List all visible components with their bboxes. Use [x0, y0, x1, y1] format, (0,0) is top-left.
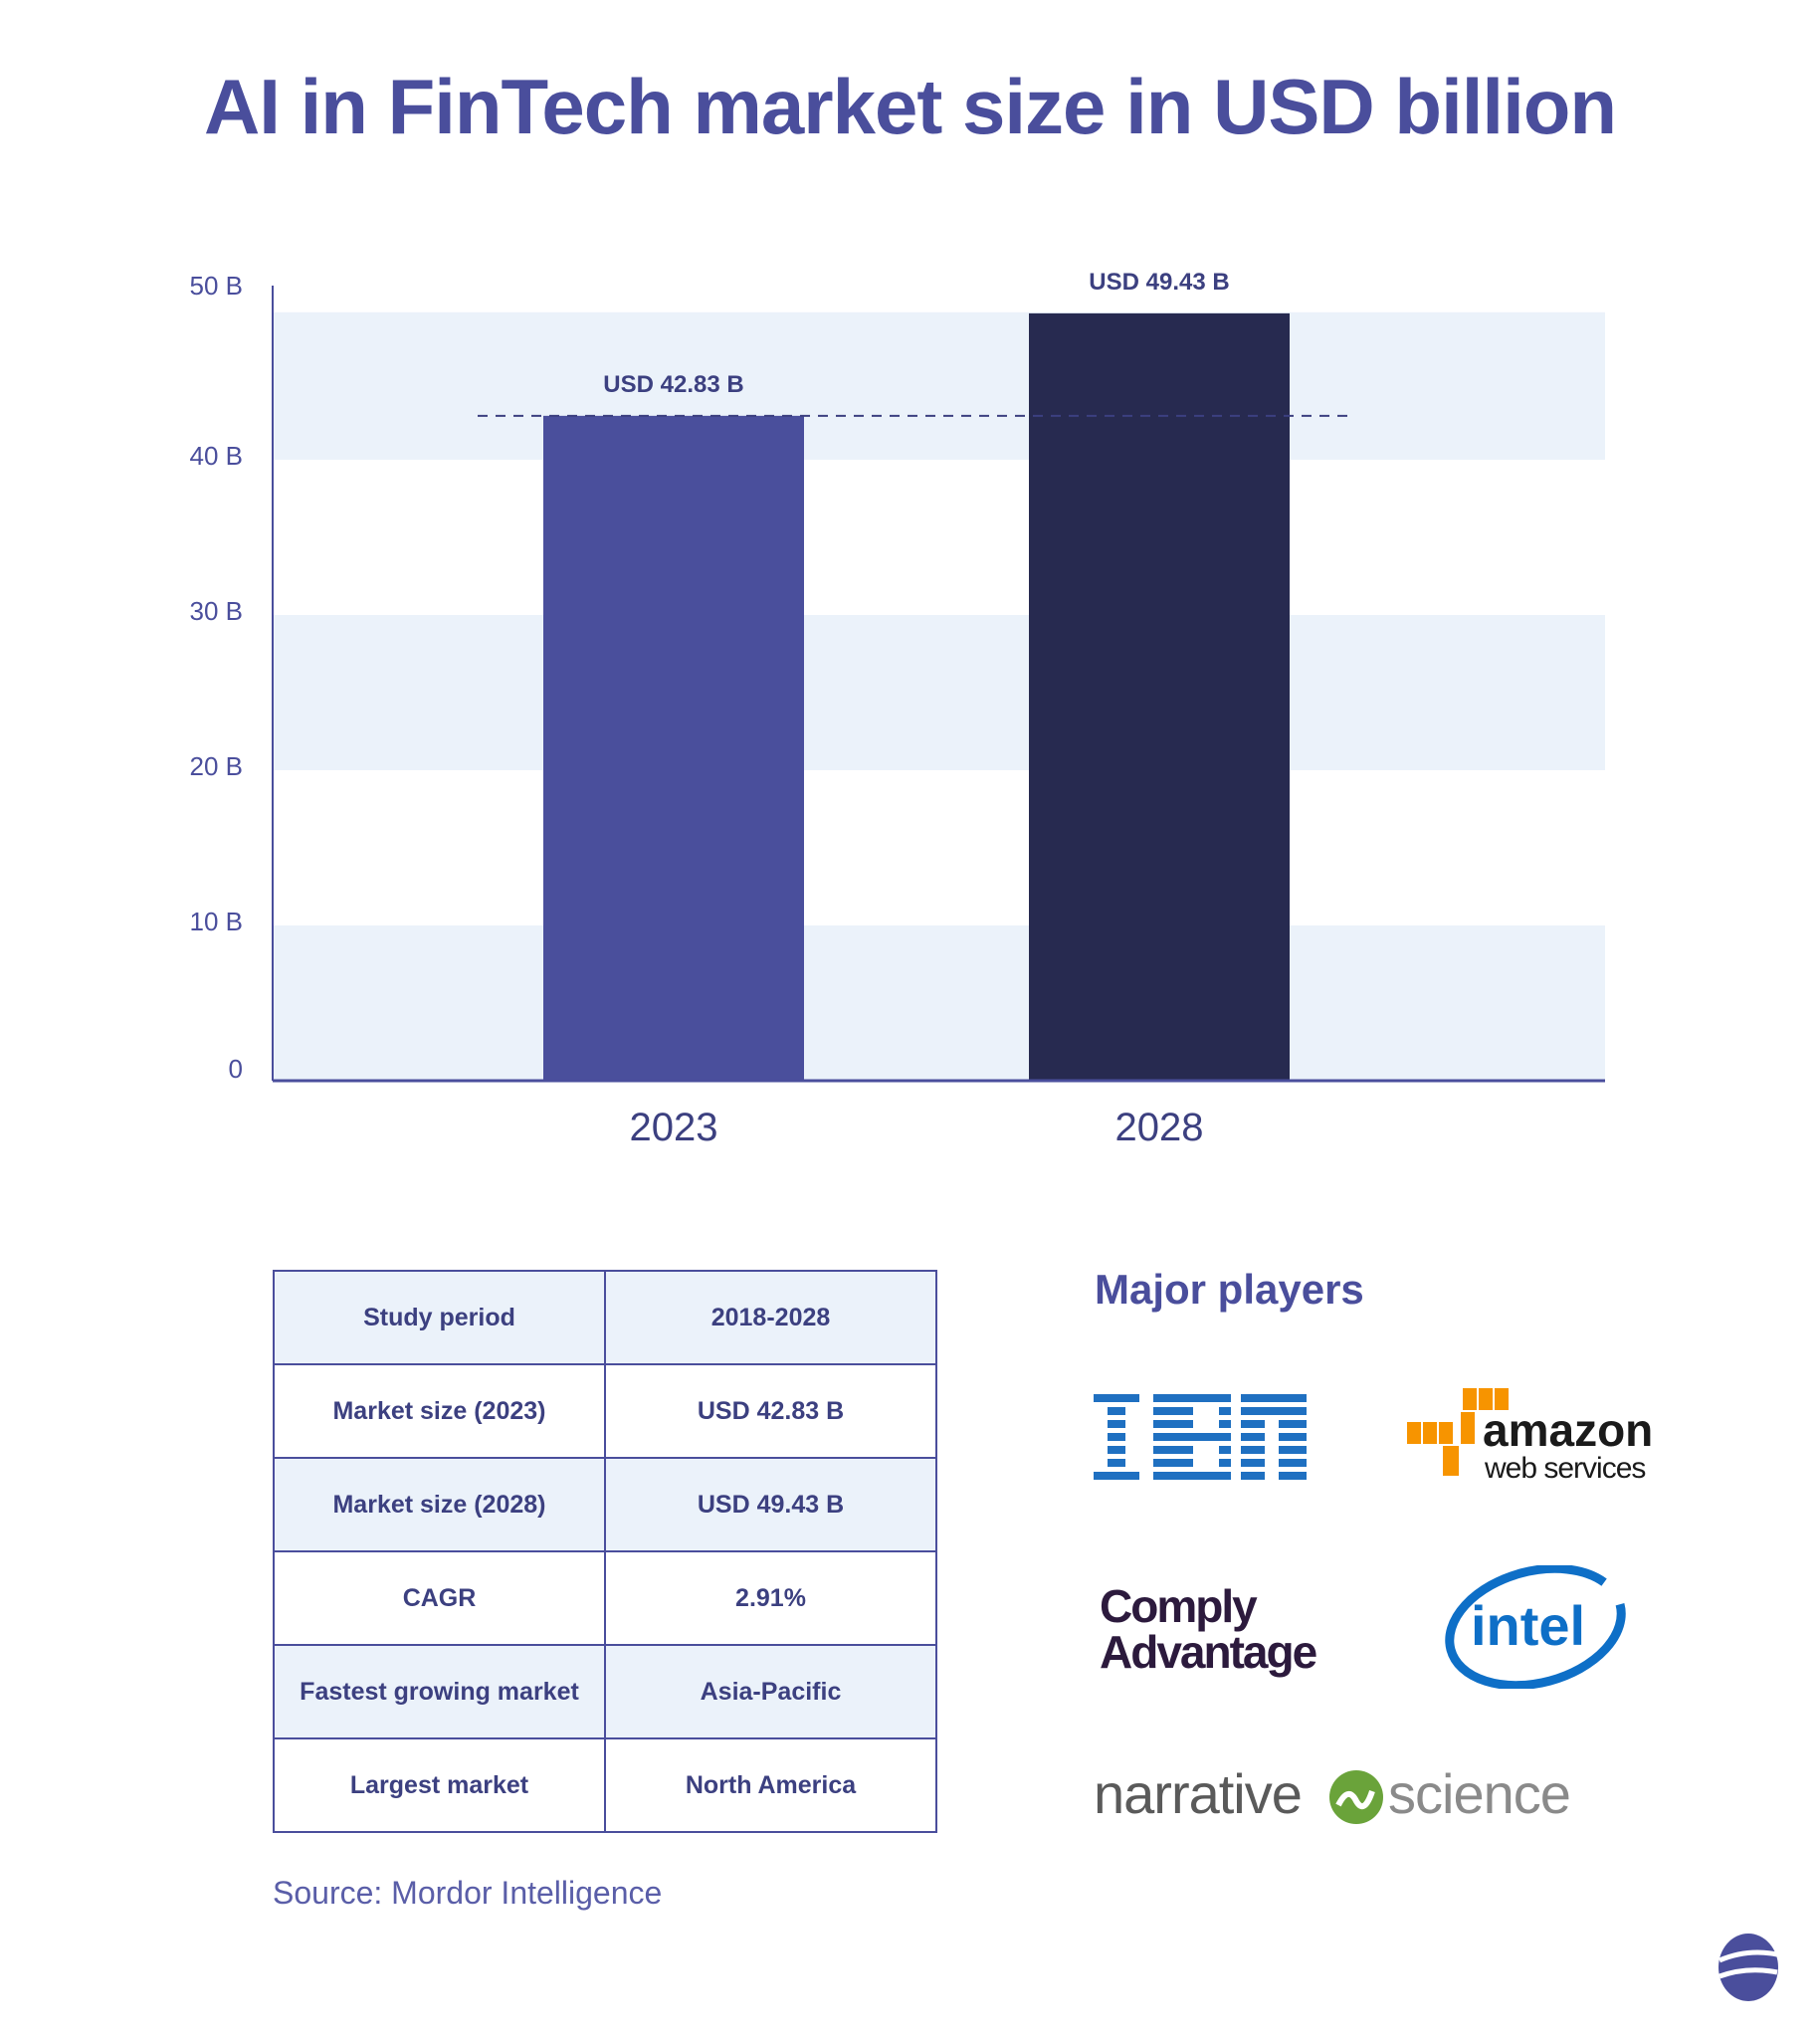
aws-logo-text: amazon [1483, 1404, 1653, 1456]
table-label: CAGR [273, 1550, 606, 1646]
major-players-heading: Major players [1095, 1266, 1364, 1313]
table-row: CAGR 2.91% [273, 1550, 937, 1646]
table-row: Study period 2018-2028 [273, 1270, 937, 1365]
table-label: Market size (2028) [273, 1457, 606, 1552]
table-value: USD 42.83 B [604, 1363, 937, 1459]
x-tick-label: 2023 [630, 1106, 718, 1149]
comply-advantage-logo: Comply Advantage [1100, 1580, 1319, 1678]
ibm-logo [1094, 1394, 1307, 1480]
table-value: Asia-Pacific [604, 1644, 937, 1739]
table-label: Fastest growing market [273, 1644, 606, 1739]
y-tick-label: 50 B [190, 271, 244, 301]
table-value: 2018-2028 [604, 1270, 937, 1365]
svg-text:Advantage: Advantage [1100, 1626, 1317, 1678]
svg-text:web services: web services [1484, 1452, 1645, 1484]
table-row: Market size (2023) USD 42.83 B [273, 1363, 937, 1459]
table-row: Market size (2028) USD 49.43 B [273, 1457, 937, 1552]
table-value: North America [604, 1737, 937, 1833]
y-tick-label: 10 B [190, 907, 244, 936]
table-label: Largest market [273, 1737, 606, 1833]
narrative-science-logo: narrative science [1094, 1762, 1571, 1825]
table-row: Fastest growing market Asia-Pacific [273, 1644, 937, 1739]
y-tick-label: 0 [229, 1054, 243, 1084]
bar-2023 [543, 415, 804, 1081]
aws-logo: amazon web services [1407, 1388, 1653, 1484]
page-title: AI in FinTech market size in USD billion [203, 63, 1617, 150]
table-value: 2.91% [604, 1550, 937, 1646]
brand-logo-icon [1719, 1934, 1778, 2001]
x-tick-label: 2028 [1115, 1106, 1204, 1149]
source-note: Source: Mordor Intelligence [273, 1875, 663, 1911]
svg-text:Comply: Comply [1100, 1580, 1258, 1632]
table-value: USD 49.43 B [604, 1457, 937, 1552]
data-label: USD 42.83 B [603, 371, 743, 398]
y-tick-label: 40 B [190, 441, 244, 471]
y-tick-label: 30 B [190, 596, 244, 626]
table-row: Largest market North America [273, 1737, 937, 1833]
grid-band [273, 925, 1605, 1081]
svg-text:science: science [1388, 1762, 1570, 1825]
bar-chart: 0 10 B 20 B 30 B 40 B 50 B USD 42.83 B 2023 USD … [190, 269, 1605, 1149]
bar-2028 [1029, 312, 1290, 1082]
data-label: USD 49.43 B [1089, 269, 1229, 296]
svg-text:narrative: narrative [1094, 1762, 1302, 1825]
grid-band [273, 615, 1605, 770]
intel-logo: intel [1445, 1565, 1626, 1689]
summary-table: Study period 2018-2028 Market size (2023) U… [273, 1270, 937, 1833]
grid-band [273, 311, 1605, 460]
y-tick-label: 20 B [190, 751, 244, 781]
svg-text:intel: intel [1471, 1594, 1585, 1657]
table-label: Market size (2023) [273, 1363, 606, 1459]
table-label: Study period [273, 1270, 606, 1365]
